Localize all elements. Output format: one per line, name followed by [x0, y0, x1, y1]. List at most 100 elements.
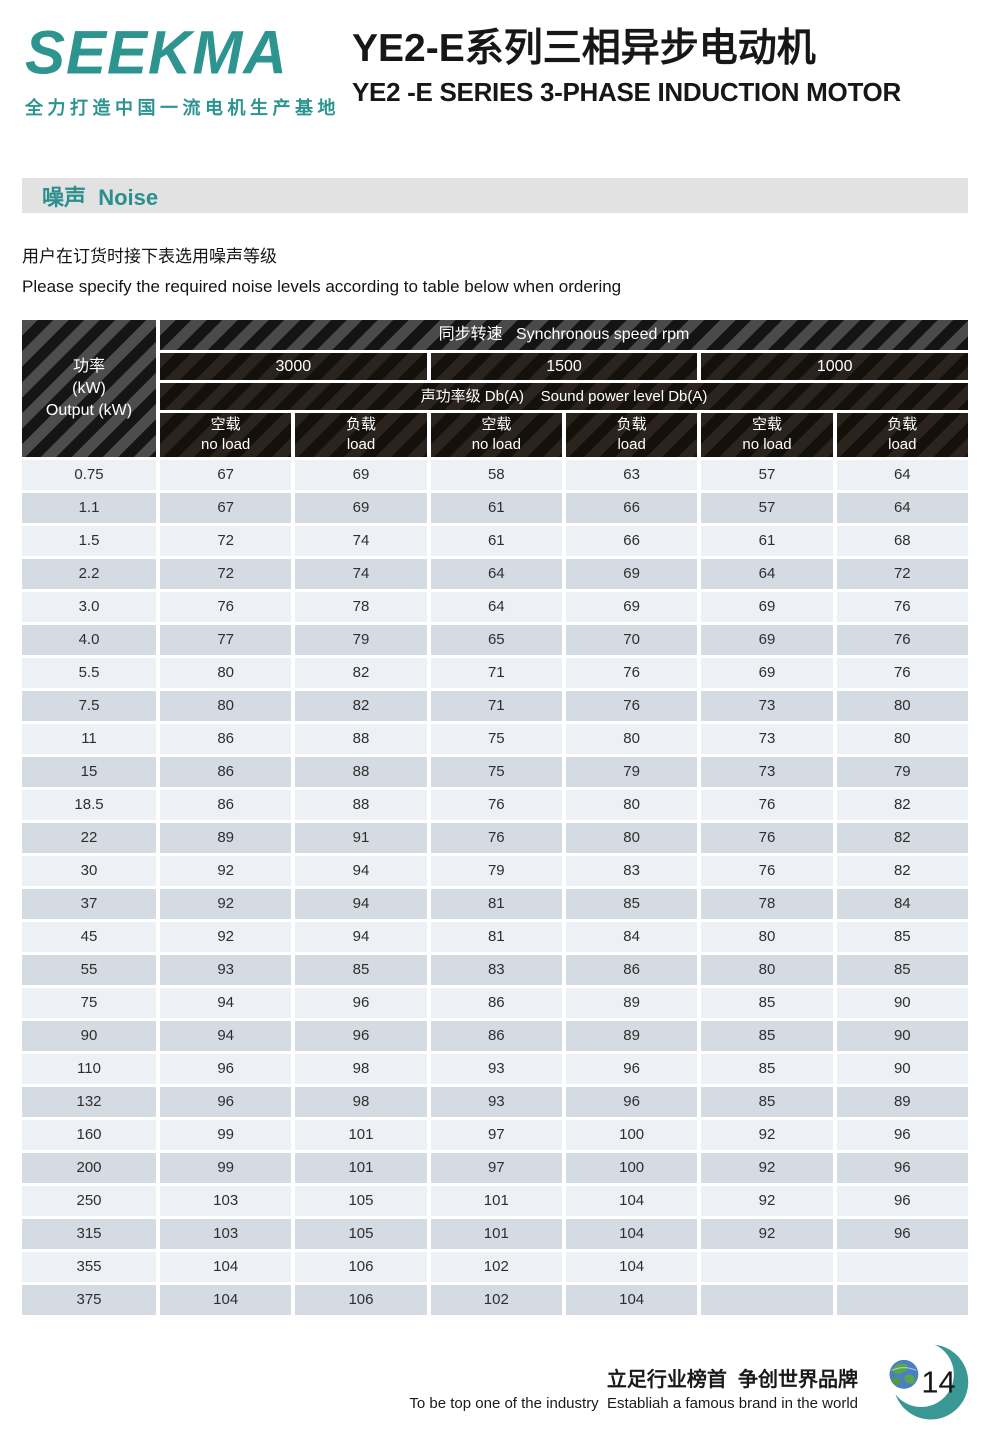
- value-cell: 74: [295, 526, 427, 556]
- value-cell: 82: [836, 823, 968, 853]
- value-cell: 93: [430, 1087, 562, 1117]
- value-cell: 92: [160, 856, 292, 886]
- table-row: 45 92 94 81 84 80 85: [22, 922, 968, 952]
- footer-slogans: 立足行业榜首 争创世界品牌 To be top one of the indus…: [409, 1363, 858, 1412]
- value-cell: 67: [160, 493, 292, 523]
- value-cell: 80: [565, 823, 698, 853]
- no-load-cn: 空载: [481, 416, 512, 433]
- value-cell: 69: [565, 559, 698, 589]
- power-cell: 55: [22, 955, 156, 985]
- table-row: 110 96 98 93 96 85 90: [22, 1054, 968, 1084]
- value-cell: 76: [701, 823, 833, 853]
- value-cell: 69: [701, 658, 833, 688]
- power-cell: 1.5: [22, 526, 156, 556]
- value-cell: 85: [836, 922, 968, 952]
- value-cell: 105: [295, 1186, 427, 1216]
- page-title: YE2-E系列三相异步电动机 YE2 -E SERIES 3-PHASE IND…: [352, 26, 901, 108]
- value-cell: 100: [565, 1153, 698, 1183]
- value-cell: 82: [295, 691, 427, 721]
- value-cell: 61: [430, 526, 562, 556]
- table-header-right: 同步转速 Synchronous speed rpm 3000 1500 100…: [160, 320, 969, 457]
- value-cell: 101: [295, 1120, 427, 1150]
- table-row: 30 92 94 79 83 76 82: [22, 856, 968, 886]
- value-cell: 99: [160, 1153, 292, 1183]
- value-cell: 92: [160, 889, 292, 919]
- value-cell: 67: [160, 460, 292, 490]
- load-header: 负载 load: [565, 413, 698, 457]
- table-row: 250 103 105 101 104 92 96: [22, 1186, 968, 1216]
- value-cell: 65: [430, 625, 562, 655]
- power-cell: 110: [22, 1054, 156, 1084]
- table-row: 315 103 105 101 104 92 96: [22, 1219, 968, 1249]
- value-cell: 61: [701, 526, 833, 556]
- value-cell: 96: [295, 1021, 427, 1051]
- power-label-line: 功率: [72, 357, 105, 375]
- value-cell: 104: [565, 1252, 698, 1282]
- power-cell: 200: [22, 1153, 156, 1183]
- value-cell: 75: [430, 724, 562, 754]
- value-cell: 78: [701, 889, 833, 919]
- value-cell: 96: [160, 1054, 292, 1084]
- value-cell: [836, 1252, 968, 1282]
- value-cell: 85: [836, 955, 968, 985]
- value-cell: 78: [295, 592, 427, 622]
- value-cell: 69: [701, 625, 833, 655]
- value-cell: 85: [701, 1021, 833, 1051]
- value-cell: 94: [160, 1021, 292, 1051]
- value-cell: 90: [836, 1054, 968, 1084]
- power-cell: 1.1: [22, 493, 156, 523]
- value-cell: 88: [295, 724, 427, 754]
- value-cell: 70: [565, 625, 698, 655]
- globe-icon: [889, 1359, 919, 1389]
- section-header-bar: 噪声 Noise: [22, 178, 968, 213]
- value-cell: 82: [295, 658, 427, 688]
- load-en: load: [346, 436, 376, 453]
- value-cell: 84: [836, 889, 968, 919]
- page-badge: 14: [888, 1341, 969, 1420]
- power-cell: 30: [22, 856, 156, 886]
- noise-table: 功率 (kW) Output (kW) 同步转速 Synchronous spe…: [22, 320, 969, 1318]
- value-cell: 64: [430, 592, 562, 622]
- value-cell: 64: [836, 493, 968, 523]
- value-cell: [836, 1285, 968, 1315]
- power-cell: 132: [22, 1087, 156, 1117]
- value-cell: 76: [565, 658, 698, 688]
- value-cell: [701, 1252, 833, 1282]
- value-cell: 71: [430, 691, 562, 721]
- value-cell: 97: [430, 1153, 562, 1183]
- value-cell: 103: [160, 1186, 292, 1216]
- value-cell: 89: [565, 1021, 698, 1051]
- power-cell: 4.0: [22, 625, 156, 655]
- value-cell: 57: [701, 493, 833, 523]
- load-en: load: [617, 436, 646, 453]
- value-cell: 88: [295, 790, 427, 820]
- value-cell: 86: [160, 790, 292, 820]
- value-cell: 98: [295, 1054, 427, 1084]
- value-cell: 101: [430, 1219, 562, 1249]
- value-cell: 92: [701, 1219, 833, 1249]
- value-cell: 96: [836, 1153, 968, 1183]
- crescent-cutout: [888, 1341, 954, 1407]
- power-cell: 3.0: [22, 592, 156, 622]
- value-cell: 104: [565, 1186, 698, 1216]
- no-load-en: no load: [201, 436, 251, 453]
- load-en: load: [888, 436, 917, 453]
- table-body: 0.75 67 69 58 63 57 64 1.1 67 69 61 66 57 64 1.5 72 74 61…: [22, 460, 968, 1315]
- value-cell: 72: [160, 526, 292, 556]
- value-cell: 71: [430, 658, 562, 688]
- value-cell: 61: [430, 493, 562, 523]
- power-cell: 250: [22, 1186, 156, 1216]
- table-row: 160 99 101 97 100 92 96: [22, 1120, 968, 1150]
- value-cell: 85: [701, 1087, 833, 1117]
- table-row: 18.5 86 88 76 80 76 82: [22, 790, 968, 820]
- power-cell: 2.2: [22, 559, 156, 589]
- value-cell: 73: [701, 757, 833, 787]
- note-chinese: 用户在订货时接下表选用噪声等级: [22, 247, 277, 266]
- value-cell: 74: [295, 559, 427, 589]
- value-cell: 80: [160, 691, 292, 721]
- section-heading: 噪声 Noise: [42, 184, 159, 210]
- value-cell: 99: [160, 1120, 292, 1150]
- value-cell: 68: [836, 526, 968, 556]
- sound-power-level-header: 声功率级 Db(A) Sound power level Db(A): [160, 383, 968, 410]
- value-cell: 72: [160, 559, 292, 589]
